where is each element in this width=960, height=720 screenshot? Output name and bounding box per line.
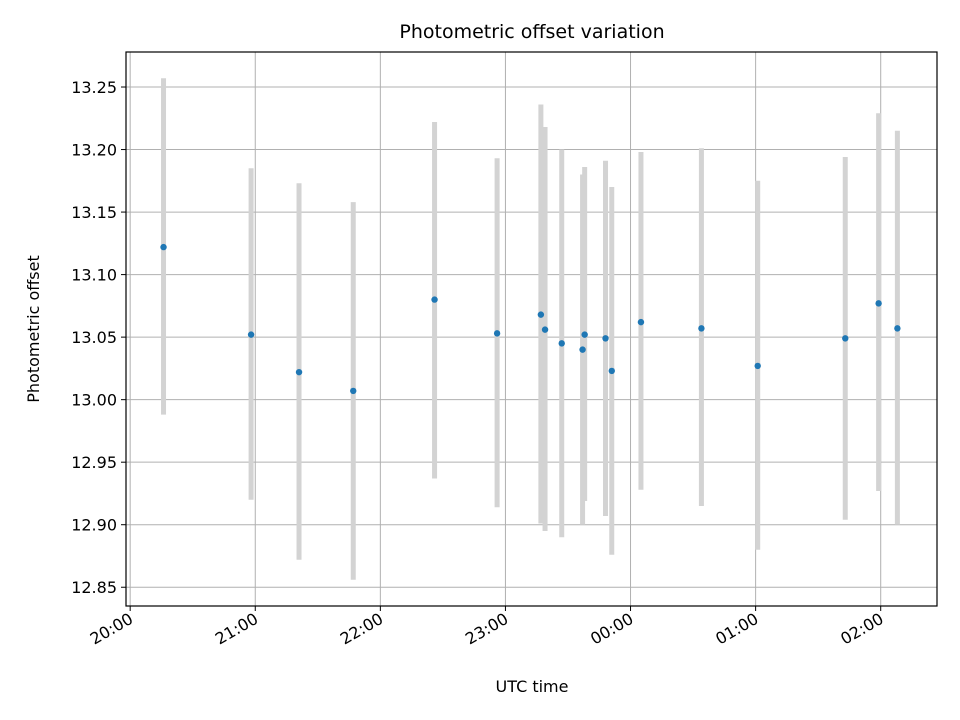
- y-tick-label: 13.20: [71, 141, 117, 160]
- data-point: [579, 346, 586, 353]
- data-point: [537, 311, 545, 318]
- x-axis-ticks: 20:00 21:00 22:00 23:00 00:00 01:00 02:00: [87, 606, 887, 649]
- x-tick-label: 23:00: [462, 609, 511, 649]
- x-tick-label: 00:00: [587, 609, 636, 649]
- data-point: [842, 335, 849, 342]
- y-tick-label: 13.05: [71, 328, 117, 347]
- y-axis-label: Photometric offset: [24, 255, 43, 403]
- data-point: [894, 325, 901, 332]
- y-tick-label: 13.15: [71, 203, 117, 222]
- error-bars: [161, 78, 900, 580]
- y-tick-label: 12.90: [71, 516, 117, 535]
- plot-frame: [125, 51, 938, 607]
- data-point: [431, 296, 438, 303]
- x-tick-label: 22:00: [337, 609, 386, 649]
- y-tick-label: 13.00: [71, 391, 117, 410]
- data-point: [754, 362, 761, 370]
- x-axis-label: UTC time: [496, 677, 569, 696]
- x-tick-label: 20:00: [87, 609, 136, 649]
- data-points: [160, 243, 901, 395]
- data-point: [602, 335, 609, 342]
- y-axis-ticks: 12.85 12.90 12.95 13.00 13.05 13.10 13.15 13.20…: [71, 78, 126, 597]
- chart-title: Photometric offset variation: [399, 21, 664, 43]
- data-point: [608, 367, 615, 375]
- data-point: [558, 340, 565, 347]
- data-point: [698, 325, 705, 332]
- data-point: [160, 243, 167, 251]
- data-point: [350, 387, 357, 395]
- data-point: [541, 326, 549, 333]
- x-tick-label: 21:00: [212, 609, 261, 649]
- y-tick-label: 12.85: [71, 578, 117, 597]
- data-point: [247, 331, 255, 338]
- x-tick-label: 02:00: [837, 609, 886, 649]
- x-tick-label: 01:00: [712, 609, 761, 649]
- data-point: [493, 330, 501, 337]
- grid-lines: [126, 52, 937, 606]
- y-tick-label: 13.10: [71, 266, 117, 285]
- data-point: [637, 318, 645, 326]
- data-point: [581, 331, 588, 338]
- y-tick-label: 12.95: [71, 453, 117, 472]
- data-point: [295, 368, 303, 376]
- y-tick-label: 13.25: [71, 78, 117, 97]
- data-point: [875, 300, 882, 307]
